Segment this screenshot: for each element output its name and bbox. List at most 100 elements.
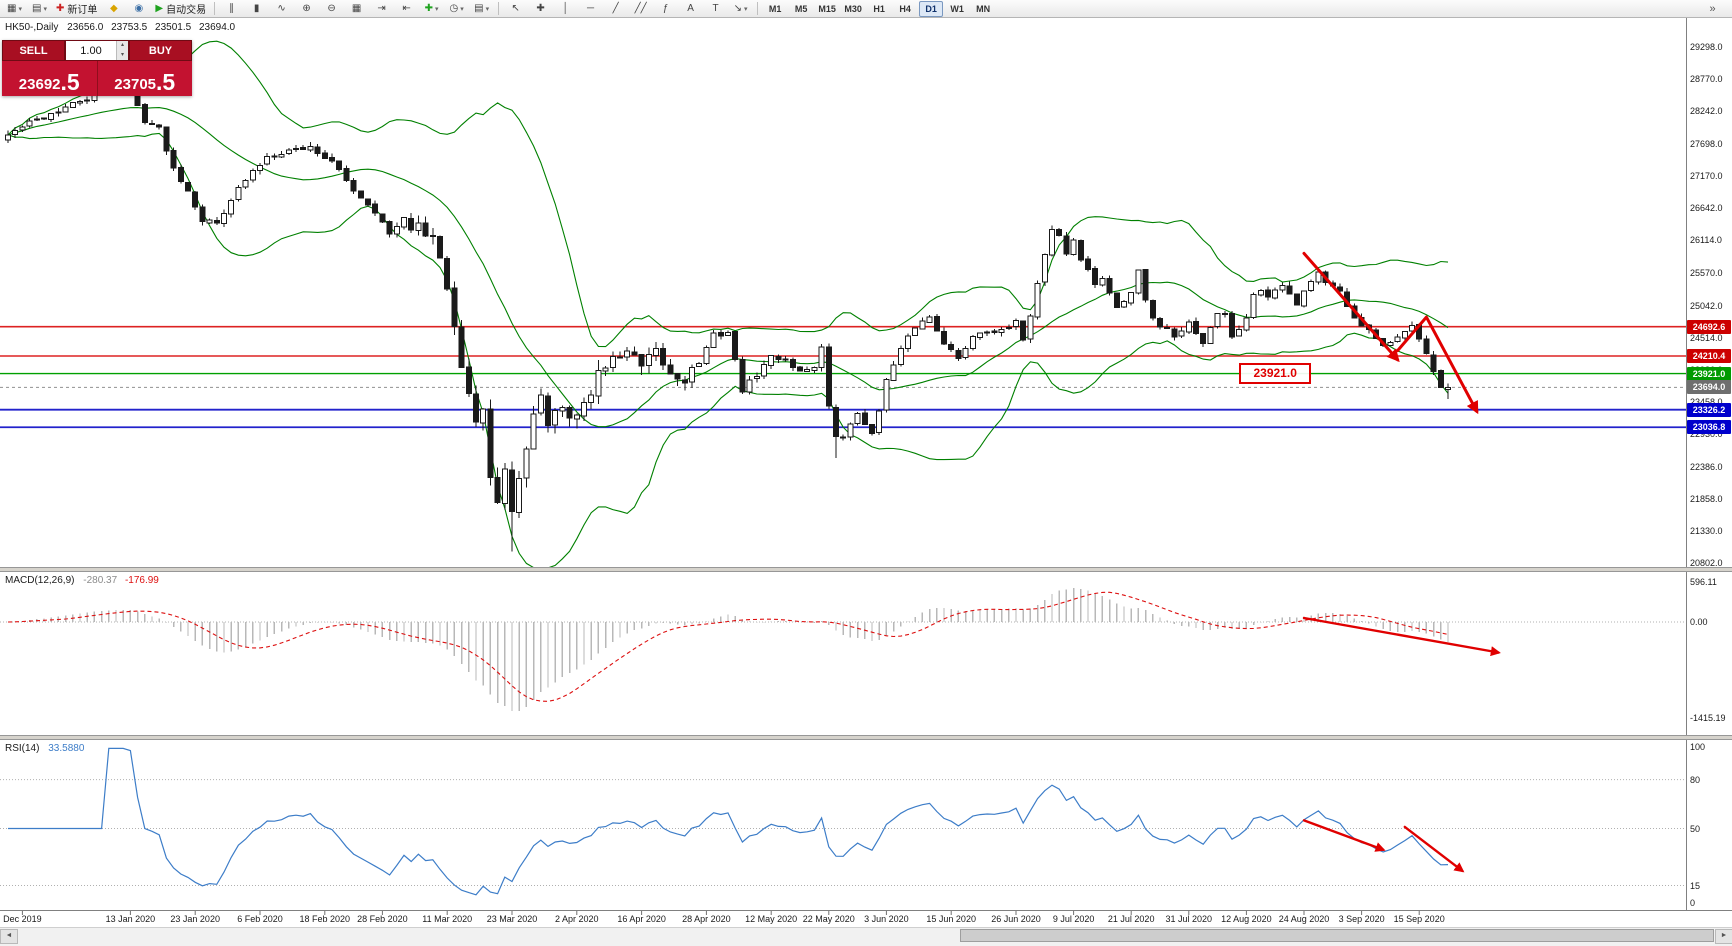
periods-button[interactable]: ◷ ▾ <box>445 0 468 17</box>
volume-spinner[interactable]: ▴ ▾ <box>116 41 128 60</box>
time-axis-label: 2 Apr 2020 <box>555 914 599 924</box>
crosshair-button[interactable]: ✚ <box>529 0 552 17</box>
time-axis-label: 21 Jul 2020 <box>1107 914 1155 924</box>
arrows-button[interactable]: ↘ ▾ <box>729 0 752 17</box>
timeframe-w1[interactable]: W1 <box>950 3 964 14</box>
chart-profiles-button[interactable]: ▤ ▾ <box>28 0 51 17</box>
sell-price-frac: .5 <box>60 69 80 95</box>
metaeditor-button[interactable]: ◆ <box>102 0 125 17</box>
templates-icon: ▤ <box>474 2 484 14</box>
timeframe-m15[interactable]: M15 <box>818 3 836 14</box>
vertical-line-button[interactable]: │ <box>554 0 577 17</box>
time-axis-label: 13 Jan 2020 <box>105 914 156 924</box>
candlestick-chart-button[interactable]: ▮ <box>245 0 268 17</box>
dropdown-caret-icon: ▾ <box>485 5 490 13</box>
time-axis-label: 22 May 2020 <box>802 914 855 924</box>
rsi-panel[interactable] <box>0 740 1732 910</box>
time-axis-label: 24 Aug 2020 <box>1278 914 1330 924</box>
zoom-out-button[interactable]: ⊖ <box>320 0 343 17</box>
autotrading-button[interactable]: ▶ 自动交易 <box>152 0 209 17</box>
time-axis-label: 23 Jan 2020 <box>170 914 220 924</box>
line-chart-button[interactable]: ∿ <box>270 0 293 17</box>
time-axis-label: 3 Jun 2020 <box>864 914 909 924</box>
chart-profiles-icon: ▤ <box>32 2 42 14</box>
toolbar-separator <box>498 2 500 15</box>
time-axis-label: 15 Sep 2020 <box>1393 914 1445 924</box>
timeframe-h4[interactable]: H4 <box>899 3 911 14</box>
auto-scroll-button[interactable]: ⇥ <box>370 0 393 17</box>
bar-chart-button[interactable]: ∥ <box>220 0 243 17</box>
one-click-trading-panel: SELL 1.00 ▴ ▾ BUY 23692 .5 23705 .5 <box>2 40 192 96</box>
buy-button[interactable]: BUY <box>129 40 192 61</box>
spin-up-icon[interactable]: ▴ <box>117 41 128 51</box>
dropdown-caret-icon: ▾ <box>460 5 464 13</box>
price-chart-panel[interactable] <box>0 18 1732 567</box>
time-axis-label: 26 Jun 2020 <box>991 914 1041 924</box>
data-window-button[interactable]: ◉ <box>127 0 150 17</box>
rsi-value: 33.5880 <box>48 743 85 754</box>
data-window-icon: ◉ <box>134 2 144 14</box>
toolbar-overflow-button[interactable]: » <box>1709 2 1716 15</box>
open-value: 23656.0 <box>67 22 104 33</box>
dropdown-caret-icon: ▾ <box>435 5 439 13</box>
zoom-out-icon: ⊖ <box>327 2 336 14</box>
price-axis-border <box>1686 18 1687 910</box>
timeframe-d1[interactable]: D1 <box>919 0 944 17</box>
horizontal-line-button[interactable]: ─ <box>579 0 602 17</box>
candlestick-chart-icon: ▮ <box>253 2 260 14</box>
panel-divider-rsi[interactable] <box>0 735 1732 740</box>
time-axis-label: 9 Jul 2020 <box>1052 914 1095 924</box>
panel-divider-macd[interactable] <box>0 567 1732 572</box>
timeframe-m5[interactable]: M5 <box>794 3 808 14</box>
time-axis-label: 15 Jun 2020 <box>926 914 976 924</box>
timeframe-mn[interactable]: MN <box>976 3 991 14</box>
tile-windows-icon: ▦ <box>351 2 362 14</box>
label-button[interactable]: T <box>704 0 727 17</box>
tile-windows-button[interactable]: ▦ <box>345 0 368 17</box>
new-chart-button[interactable]: ▦ ▾ <box>3 0 26 17</box>
sell-price[interactable]: 23692 .5 <box>2 61 98 96</box>
scroll-left-button[interactable]: ◄ <box>0 929 18 944</box>
arrows-icon: ↘ <box>733 2 743 14</box>
scrollbar-thumb[interactable] <box>960 929 1714 942</box>
low-value: 23501.5 <box>155 22 192 33</box>
time-axis-label: 28 Feb 2020 <box>357 914 408 924</box>
fibonacci-button[interactable]: ƒ <box>654 0 677 17</box>
close-value: 23694.0 <box>198 22 236 33</box>
channel-button[interactable]: ╱╱ <box>629 0 652 17</box>
buy-price-main: 23705 <box>114 76 157 93</box>
text-button[interactable]: A <box>679 0 702 17</box>
rsi-header: RSI(14) 33.5880 <box>5 743 84 754</box>
horizontal-line-icon: ─ <box>587 2 595 14</box>
volume-input[interactable]: 1.00 ▴ ▾ <box>65 40 129 61</box>
dropdown-caret-icon: ▾ <box>18 5 22 13</box>
indicators-button[interactable]: ✚ ▾ <box>420 0 443 17</box>
indicators-icon: ✚ <box>424 2 434 14</box>
dropdown-caret-icon: ▾ <box>744 5 748 13</box>
time-axis-border <box>0 910 1732 911</box>
horizontal-scrollbar[interactable]: ◄ ► <box>0 927 1732 946</box>
timeframe-m1[interactable]: M1 <box>768 3 782 14</box>
zoom-in-icon: ⊕ <box>302 2 311 14</box>
templates-button[interactable]: ▤ ▾ <box>470 0 493 17</box>
spin-down-icon[interactable]: ▾ <box>117 50 128 60</box>
trendline-button[interactable]: ╱ <box>604 0 627 17</box>
zoom-in-button[interactable]: ⊕ <box>295 0 318 17</box>
new-order-button[interactable]: ✚ 新订单 <box>53 0 100 17</box>
chart-ohlc-header: HK50-,Daily 23656.0 23753.5 23501.5 2369… <box>5 22 240 33</box>
scroll-right-button[interactable]: ► <box>1715 929 1732 944</box>
time-axis-label: 23 Mar 2020 <box>486 914 538 924</box>
price-text-annotation[interactable]: 23921.0 <box>1239 363 1312 385</box>
cursor-button[interactable]: ↖ <box>504 0 527 17</box>
timeframe-h1[interactable]: H1 <box>873 3 885 14</box>
sell-button[interactable]: SELL <box>2 40 65 61</box>
high-value: 23753.5 <box>111 22 148 33</box>
timeframe-m30[interactable]: M30 <box>844 3 862 14</box>
buy-price[interactable]: 23705 .5 <box>98 61 193 96</box>
time-axis-label: 6 Feb 2020 <box>237 914 283 924</box>
macd-panel[interactable] <box>0 572 1732 735</box>
new-order-icon: ✚ <box>56 2 65 14</box>
time-axis-label: 11 Mar 2020 <box>422 914 473 924</box>
chart-shift-button[interactable]: ⇤ <box>395 0 418 17</box>
label-icon: T <box>712 2 719 14</box>
